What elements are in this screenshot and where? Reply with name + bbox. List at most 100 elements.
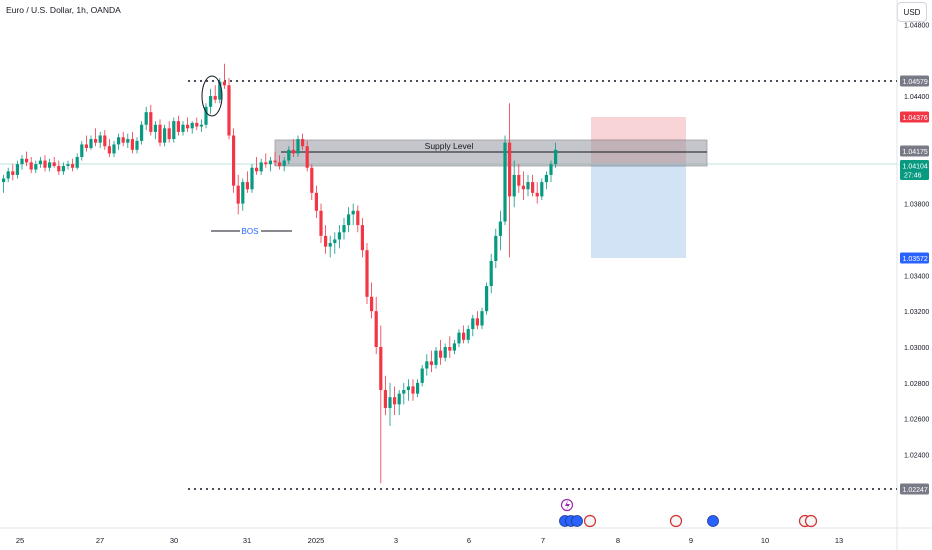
candle [498,210,502,251]
price-label-value: 1.02247 [903,487,928,494]
candle [126,133,130,149]
candle [535,182,539,204]
candle [71,158,75,172]
candle [420,364,424,387]
candle [328,235,332,258]
candle [402,382,406,405]
candle [245,171,249,193]
candle [351,203,355,226]
price-label-value: 1.04376 [903,115,928,122]
candle [43,155,47,172]
candle [434,347,438,369]
candle [388,382,392,426]
candle [158,119,162,147]
reward-zone[interactable] [591,163,686,258]
candle [15,160,19,179]
y-tick-label: 1.04800 [904,22,929,29]
us-flag-icon[interactable] [804,514,818,528]
candle [337,225,341,249]
eu-flag-icon[interactable] [571,515,583,527]
candle [144,106,148,131]
candle [319,203,323,244]
candle [347,207,351,233]
candle [84,135,88,152]
price-label-value: 1.03572 [903,256,928,263]
candle [333,232,337,254]
candle [204,103,208,129]
candle [227,78,231,140]
candle [259,158,263,175]
candle [457,329,461,348]
candle [383,375,387,416]
supply-zone-label: Supply Level [425,141,474,151]
candle [213,85,217,104]
candle [61,162,65,175]
candle [485,282,489,315]
candle [393,386,397,416]
highlight-circle[interactable] [201,75,223,117]
candle [324,225,328,254]
candle [452,339,456,355]
candle [6,167,10,183]
x-tick-label: 2025 [308,536,325,545]
candle [38,156,42,168]
x-tick-label: 9 [689,536,693,545]
candle [94,128,98,147]
y-axis-ticks: 1.048001.044001.040001.038001.034001.032… [904,22,929,459]
candle [360,217,364,258]
candle [443,343,447,362]
candle [425,354,429,376]
candle [2,174,6,193]
us-flag-icon[interactable] [583,514,597,528]
candle [112,140,116,157]
candle [397,390,401,416]
low-level-price-label: 1.02247 [900,483,929,495]
candle [153,121,157,140]
x-tick-label: 25 [16,536,24,545]
candle [416,379,420,398]
y-tick-label: 1.03800 [904,202,929,209]
candle [282,156,286,172]
candle [190,121,194,134]
candle [429,350,433,373]
y-tick-label: 1.03000 [904,345,929,352]
lightning-bolt-icon [565,500,570,510]
candle [554,142,558,168]
candle [255,156,259,175]
candle [512,160,516,208]
us-flag-icon[interactable] [669,514,683,528]
x-tick-label: 8 [616,536,620,545]
candle [222,63,226,89]
price-label-value: 1.04175 [903,149,928,156]
supply-level-top-price-label: 1.04175 [900,145,929,157]
candle [406,379,410,401]
stop-target-level-price-label: 1.03572 [900,252,929,264]
candle [526,174,530,197]
candle [489,253,493,294]
candle [176,115,180,136]
y-tick-label: 1.03200 [904,309,929,316]
price-label-value: 1.04579 [903,79,928,86]
candle [448,336,452,358]
candle [135,137,139,154]
candle [462,325,466,344]
current-price-price-label: 1.04104 27:46 [900,160,929,180]
candle [186,117,190,132]
candle [236,174,240,215]
high-level-price-label: 1.04579 [900,75,929,87]
candle [57,160,61,175]
candle [356,205,360,233]
candle [241,178,245,211]
candle [149,105,153,136]
supply-zone[interactable] [274,139,708,167]
eu-flag-icon[interactable] [707,515,719,527]
candle [232,128,236,193]
candle [80,140,84,161]
candle [209,88,213,114]
x-tick-label: 13 [835,536,843,545]
candle [517,164,521,193]
candle [66,160,70,170]
candle [75,153,79,170]
candle [521,171,525,201]
